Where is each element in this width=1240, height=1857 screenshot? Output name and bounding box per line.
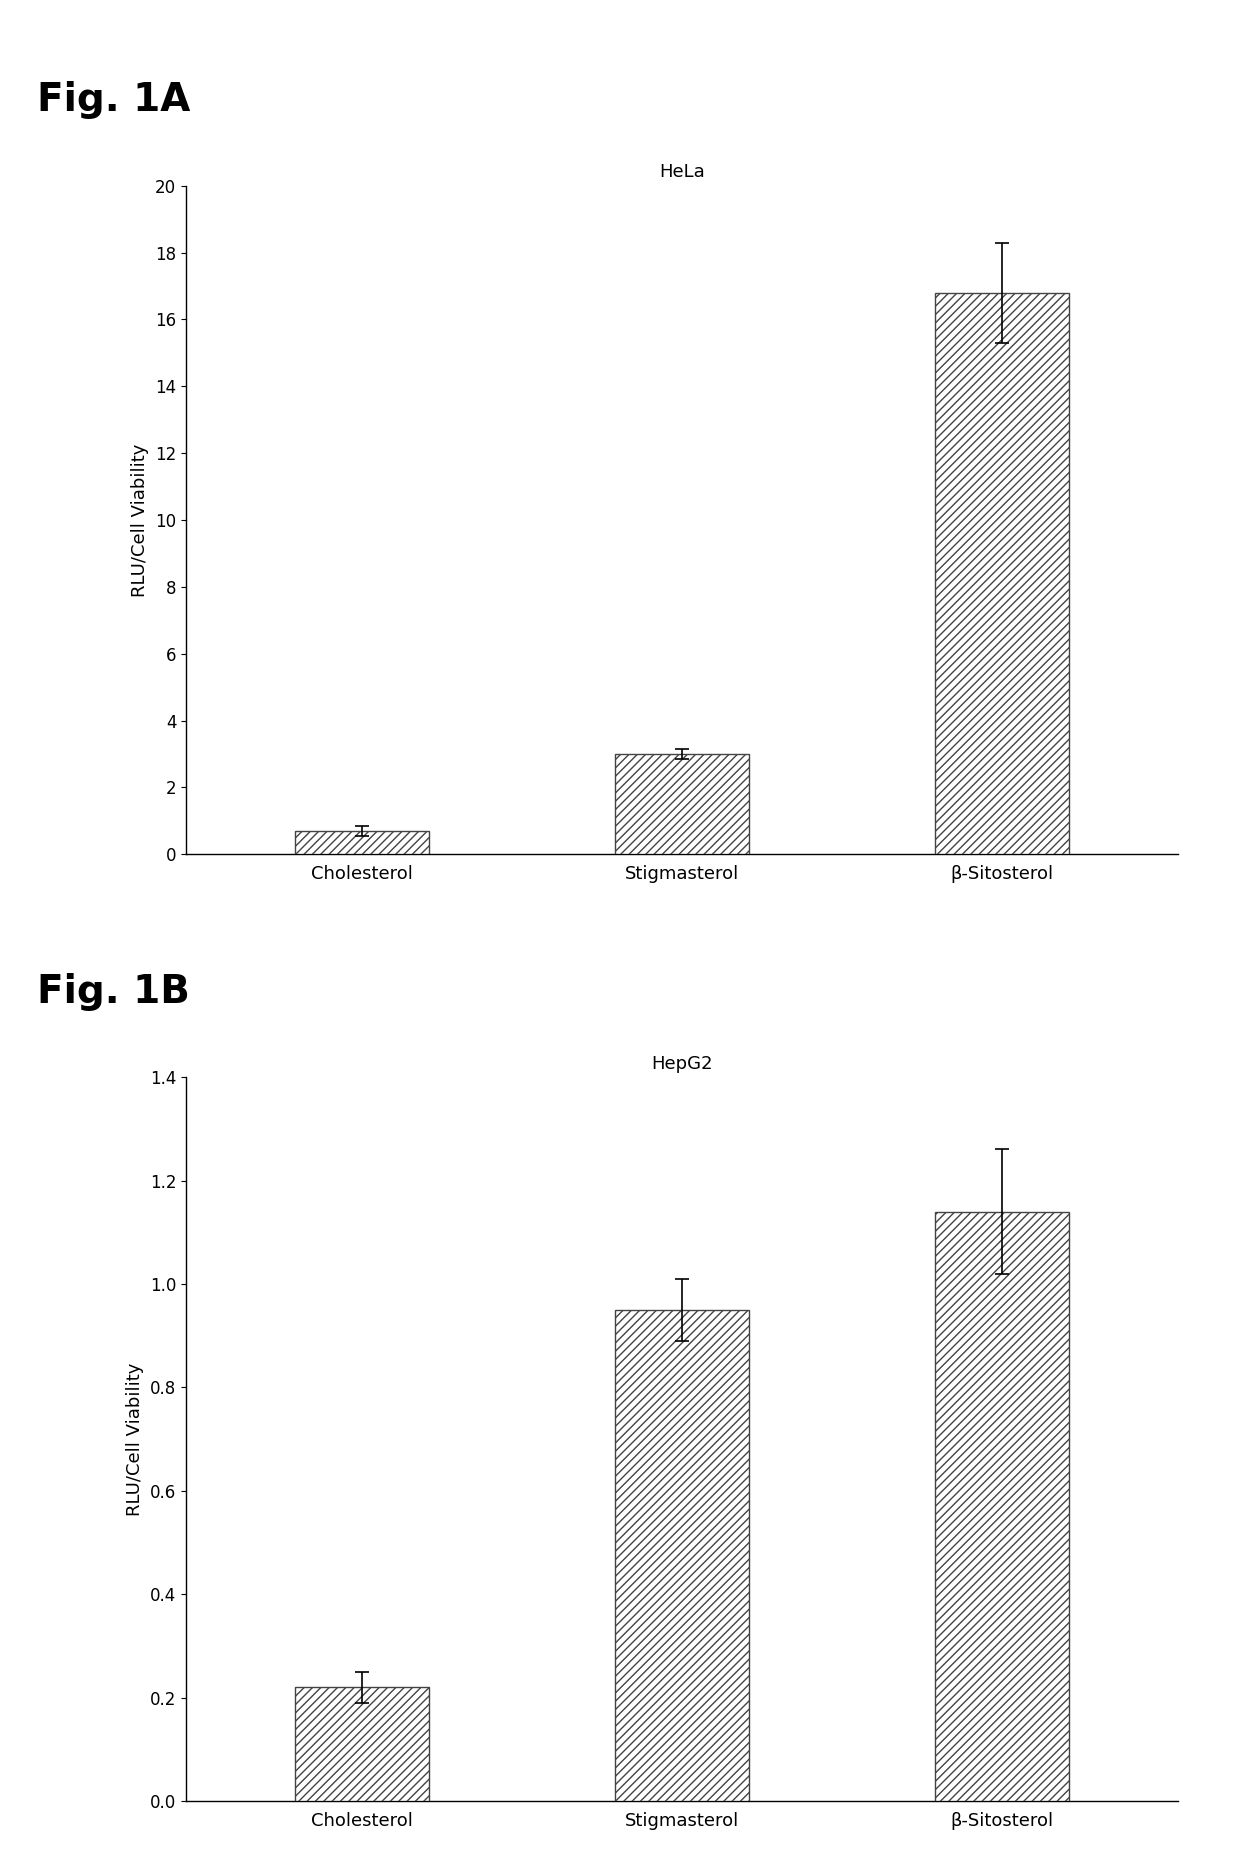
- Bar: [935, 293, 1069, 854]
- Text: Fig. 1A: Fig. 1A: [37, 82, 191, 119]
- Bar: [615, 1309, 749, 1801]
- Title: HeLa: HeLa: [660, 163, 704, 182]
- Bar: [935, 1211, 1069, 1801]
- Text: Fig. 1B: Fig. 1B: [37, 973, 190, 1010]
- Bar: [295, 1688, 429, 1801]
- Bar: [615, 754, 749, 854]
- Y-axis label: RLU/Cell Viability: RLU/Cell Viability: [126, 1363, 144, 1515]
- Title: HepG2: HepG2: [651, 1055, 713, 1073]
- Y-axis label: RLU/Cell Viability: RLU/Cell Viability: [131, 444, 150, 596]
- Bar: [295, 830, 429, 854]
